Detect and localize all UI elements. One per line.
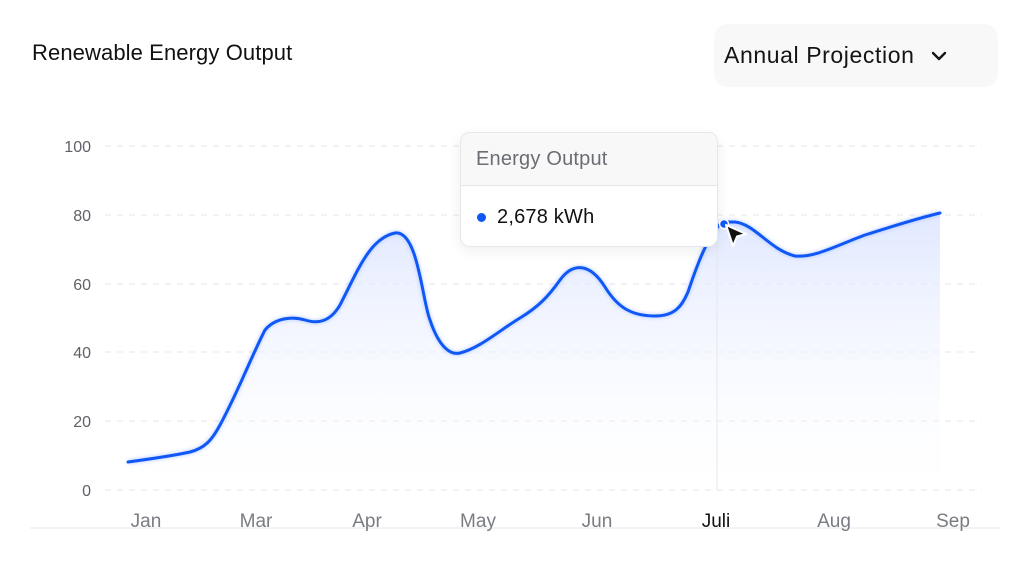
x-tick: Sep (936, 511, 970, 532)
area-fill (128, 213, 940, 490)
chart-title: Renewable Energy Output (32, 40, 293, 65)
tooltip-title: Energy Output (461, 133, 717, 186)
projection-dropdown[interactable]: Annual Projection (714, 24, 998, 87)
x-axis-ticks: Jan Mar Apr May Jun Juli Aug Sep (131, 511, 970, 532)
y-tick: 0 (82, 483, 91, 500)
tooltip-value: 2,678 kWh (497, 205, 595, 228)
x-tick: May (460, 511, 496, 532)
dropdown-selected-label: Annual Projection (724, 42, 915, 68)
series-marker-icon (477, 212, 486, 222)
x-tick-active: Juli (702, 511, 731, 532)
y-tick: 100 (64, 139, 91, 156)
x-tick: Mar (240, 511, 273, 532)
tooltip-body: 2,678 kWh (461, 186, 717, 246)
x-tick: Jun (582, 511, 613, 532)
x-tick: Aug (817, 511, 851, 532)
y-axis-ticks: 100 80 60 40 20 0 (64, 139, 91, 500)
y-tick: 20 (73, 414, 91, 431)
chart-tooltip: Energy Output 2,678 kWh (460, 132, 718, 247)
y-tick: 40 (73, 345, 91, 362)
y-tick: 60 (73, 277, 91, 294)
x-tick: Jan (131, 511, 162, 532)
chevron-down-icon (928, 45, 950, 67)
mouse-pointer-icon (725, 224, 747, 247)
x-tick: Apr (352, 511, 382, 532)
y-tick: 80 (73, 208, 91, 225)
series-line (126, 211, 942, 464)
